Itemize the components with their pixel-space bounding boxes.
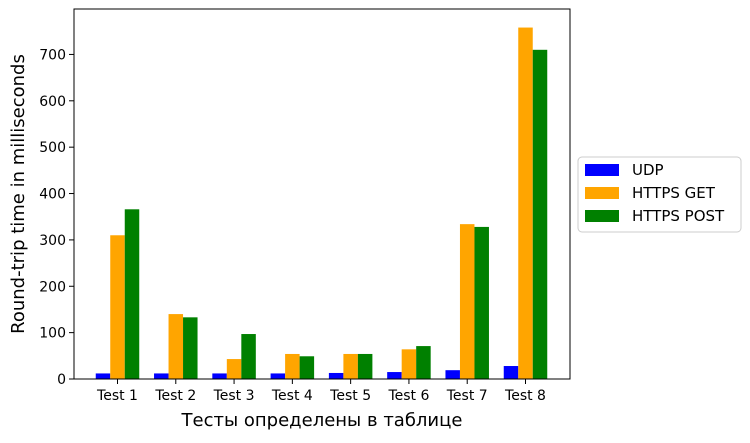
bar-https-get-2 bbox=[168, 314, 184, 379]
legend-label: HTTPS GET bbox=[632, 184, 716, 202]
y-tick-label: 300 bbox=[39, 233, 66, 249]
x-tick-label: Test 5 bbox=[329, 388, 371, 404]
y-tick-label: 400 bbox=[39, 187, 66, 203]
y-tick-label: 500 bbox=[39, 140, 66, 156]
bar-https-get-3 bbox=[226, 359, 242, 379]
bar-https-post-1 bbox=[124, 209, 140, 379]
bar-https-post-5 bbox=[357, 353, 373, 379]
bar-udp-1 bbox=[95, 373, 111, 379]
x-axis-label: Тесты определены в таблице bbox=[181, 410, 463, 431]
legend-label: HTTPS POST bbox=[632, 207, 725, 225]
x-tick-label: Test 8 bbox=[504, 388, 546, 404]
legend: UDP HTTPS GET HTTPS POST bbox=[577, 156, 742, 233]
x-tick-label: Test 7 bbox=[446, 388, 488, 404]
bar-udp-3 bbox=[212, 373, 227, 379]
bar-udp-4 bbox=[270, 373, 286, 379]
legend-label: UDP bbox=[632, 161, 664, 179]
x-axis: Test 1 Test 2 Test 3 Test 4 Test 5 Test 6 Test… bbox=[96, 379, 546, 404]
y-tick-label: 700 bbox=[39, 47, 66, 63]
bar-udp-6 bbox=[387, 372, 402, 379]
x-tick-label: Test 6 bbox=[387, 388, 429, 404]
bar-udp-5 bbox=[328, 372, 344, 379]
x-tick-label: Test 3 bbox=[213, 388, 255, 404]
y-axis-label: Round-trip time in milliseconds bbox=[8, 54, 29, 334]
bar-https-post-8 bbox=[532, 49, 548, 380]
x-tick-label: Test 1 bbox=[96, 388, 138, 404]
bar-https-get-7 bbox=[459, 224, 475, 379]
legend-swatch bbox=[585, 164, 619, 176]
bar-https-get-6 bbox=[401, 349, 417, 379]
y-axis: 0 100 200 300 400 500 600 700 bbox=[39, 47, 74, 388]
legend-swatch bbox=[585, 187, 619, 199]
bar-https-get-8 bbox=[518, 27, 533, 380]
bar-udp-7 bbox=[445, 370, 460, 379]
bar-https-get-4 bbox=[285, 353, 300, 379]
bar-https-get-1 bbox=[110, 235, 125, 379]
y-tick-label: 200 bbox=[39, 279, 66, 295]
x-tick-label: Test 4 bbox=[271, 388, 313, 404]
bar-https-post-4 bbox=[299, 356, 315, 379]
bar-https-post-7 bbox=[474, 226, 489, 379]
plot-frame bbox=[73, 8, 571, 380]
bar-https-post-2 bbox=[183, 317, 198, 379]
x-tick-label: Test 2 bbox=[154, 388, 196, 404]
bar-https-get-5 bbox=[343, 353, 358, 379]
legend-swatch bbox=[585, 210, 619, 222]
y-tick-label: 600 bbox=[39, 94, 66, 110]
y-tick-label: 0 bbox=[57, 372, 66, 388]
bar-https-post-6 bbox=[416, 346, 431, 379]
bar-udp-8 bbox=[503, 366, 519, 379]
y-tick-label: 100 bbox=[39, 326, 66, 342]
bars-group bbox=[95, 27, 548, 380]
bar-udp-2 bbox=[154, 373, 169, 379]
bar-https-post-3 bbox=[241, 334, 256, 379]
